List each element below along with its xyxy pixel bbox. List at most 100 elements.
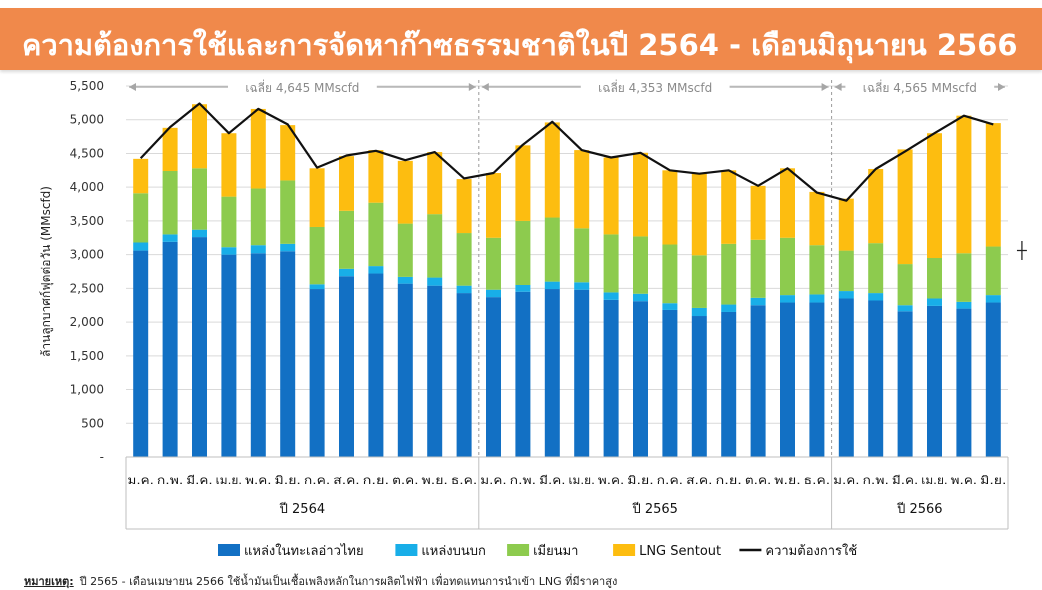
bar-segment (309, 289, 325, 457)
bar-segment (750, 185, 766, 240)
legend-label: LNG Sentout (639, 544, 721, 559)
legend-label: ความต้องการใช้ (765, 543, 857, 559)
arrow-right-icon (998, 83, 1005, 91)
footnote: หมายเหตุ: ปี 2565 - เดือนเมษายน 2566 ใช้น… (24, 572, 617, 590)
bar-segment (221, 254, 237, 457)
bar-segment (486, 297, 501, 457)
average-label-bg (845, 78, 995, 96)
x-tick-label: ก.ย. (363, 474, 389, 487)
bar-segment (897, 305, 913, 312)
y-tick-label: 3,500 (70, 214, 104, 228)
bar-segment (956, 253, 972, 302)
bar-segment (427, 214, 443, 278)
bar-segment (868, 293, 884, 301)
bar-segment (927, 298, 942, 306)
footnote-label: หมายเหตุ: (24, 575, 74, 588)
bar-segment (927, 305, 942, 457)
bar-segment (427, 152, 443, 215)
bar-segment (544, 217, 560, 282)
bar-segment (250, 108, 266, 189)
x-tick-label: พ.ค. (245, 474, 271, 487)
bar-segment (280, 251, 296, 457)
bar-segment (544, 122, 560, 218)
x-tick-label: เม.ย. (921, 474, 947, 487)
x-tick-label: ธ.ค. (451, 474, 477, 487)
bar-segment (985, 295, 1001, 303)
arrow-right-icon (468, 83, 476, 91)
x-tick-label: ส.ค. (333, 474, 359, 487)
bar-segment (192, 237, 207, 457)
bar-segment (427, 277, 443, 286)
bar-segment (721, 170, 737, 244)
bar-segment (133, 193, 149, 243)
average-label-bg (228, 78, 377, 96)
bar-segment (868, 300, 884, 457)
bar-segment (956, 115, 972, 254)
bar-segment (838, 291, 854, 299)
bar-segment (603, 157, 619, 235)
bar-segment (927, 133, 942, 259)
y-tick-label: 5,500 (70, 79, 104, 93)
bar-segment (603, 234, 619, 293)
bar-segment (838, 250, 854, 292)
x-tick-label: ก.พ. (863, 474, 889, 487)
bar-segment (162, 170, 178, 235)
bar-segment (456, 293, 472, 457)
bar-segment (162, 127, 178, 171)
bar-segment (574, 228, 590, 283)
arrow-left-icon (129, 83, 136, 91)
bar-segment (897, 264, 913, 306)
x-tick-label: มิ.ย. (627, 474, 653, 487)
bar-segment (427, 285, 443, 457)
bar-segment (250, 253, 266, 457)
bar-segment (838, 298, 854, 457)
bar-segment (574, 282, 590, 290)
bar-segment (780, 295, 795, 303)
y-tick-label: 1,000 (70, 383, 104, 397)
bar-segment (691, 255, 707, 308)
bar-segment (662, 309, 678, 457)
bar-segment (662, 303, 678, 310)
bar-segment (633, 152, 648, 237)
bar-segment (809, 245, 825, 295)
bar-segment (221, 133, 237, 197)
bar-segment (662, 244, 678, 304)
bar-segment (397, 160, 413, 224)
bar-segment (280, 243, 296, 252)
x-tick-label: ต.ค. (392, 474, 418, 487)
y-tick-label: 4,000 (70, 180, 104, 194)
y-tick-label: - (100, 450, 104, 464)
bar-segment (456, 179, 472, 234)
arrow-left-icon (834, 83, 842, 91)
bar-segment (691, 173, 707, 256)
gas-supply-demand-chart: - 500 1,000 1,500 2,000 2,500 3,000 3,500 4,000 4… (39, 78, 1009, 559)
bar-segment (309, 226, 325, 285)
bar-segment (250, 245, 266, 254)
y-tick-label: 3,000 (70, 248, 104, 262)
x-tick-label: ม.ค. (128, 474, 154, 487)
bar-segment (603, 292, 619, 300)
y-tick-label: 500 (81, 416, 104, 430)
bar-segment (397, 223, 413, 277)
x-group-label: ปี 2565 (631, 501, 677, 517)
x-tick-label: มี.ค. (186, 474, 212, 487)
bar-segment (780, 302, 795, 457)
demand-line (139, 102, 994, 202)
bar-segment (515, 284, 531, 292)
bar-segment (368, 150, 384, 203)
bar-segment (897, 311, 913, 457)
bar-segment (809, 294, 825, 303)
x-tick-label: ธ.ค. (804, 474, 830, 487)
bar-segment (133, 250, 149, 457)
bar-segment (809, 302, 825, 457)
bar-segment (691, 307, 707, 317)
x-group-label: ปี 2566 (896, 501, 942, 517)
average-label: เฉลี่ย 4,353 MMscfd (598, 79, 712, 95)
x-tick-label: ต.ค. (745, 474, 771, 487)
legend-label: เมียนมา (533, 543, 578, 559)
bar-segment (574, 150, 590, 229)
legend-swatch (395, 544, 418, 556)
bar-segment (544, 289, 560, 457)
x-tick-label: ก.ค. (304, 474, 330, 487)
bar-segment (339, 268, 354, 277)
